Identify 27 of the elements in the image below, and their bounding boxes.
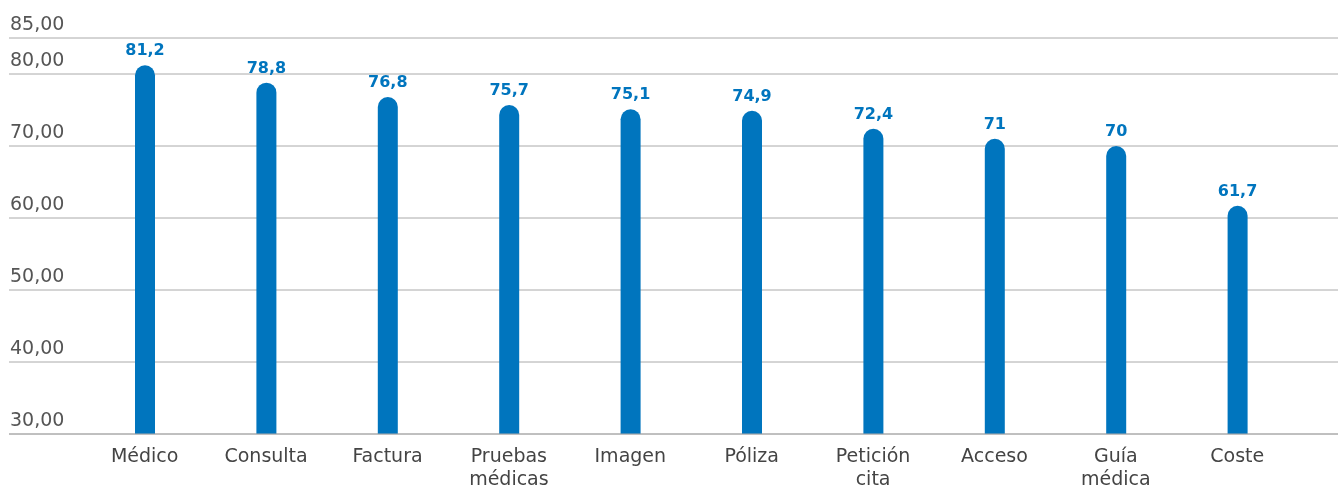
x-tick-label: Imagen bbox=[594, 444, 667, 466]
x-tick-label: Póliza bbox=[724, 444, 779, 466]
y-tick-label: 50,00 bbox=[10, 264, 65, 286]
y-tick-label: 70,00 bbox=[10, 120, 65, 142]
x-tick-label: Factura bbox=[352, 444, 423, 466]
data-label: 75,1 bbox=[610, 84, 651, 104]
data-label: 81,2 bbox=[125, 40, 165, 60]
y-tick-label: 60,00 bbox=[10, 192, 65, 214]
x-tick-label: Pruebas médicas bbox=[469, 444, 549, 486]
data-label: 75,7 bbox=[489, 79, 529, 99]
x-tick-label: Coste bbox=[1210, 444, 1265, 466]
y-tick-label: 80,00 bbox=[10, 48, 65, 70]
x-tick-label: Médico bbox=[110, 444, 179, 466]
data-label: 72,4 bbox=[853, 103, 894, 123]
x-tick-label: Consulta bbox=[224, 444, 308, 466]
x-tick-label: Petición cita bbox=[835, 444, 911, 486]
x-tick-label: Acceso bbox=[961, 444, 1028, 466]
data-label: 74,9 bbox=[732, 85, 772, 105]
data-label: 71 bbox=[983, 113, 1006, 133]
data-label: 76,8 bbox=[368, 72, 408, 92]
data-label: 61,7 bbox=[1217, 180, 1258, 200]
x-tick-label: Guía médica bbox=[1081, 444, 1151, 486]
y-tick-label: 30,00 bbox=[10, 408, 65, 430]
y-tick-label: 40,00 bbox=[10, 336, 65, 358]
data-label: 78,8 bbox=[246, 57, 287, 77]
y-tick-label: 85,00 bbox=[10, 12, 65, 34]
data-label: 70 bbox=[1105, 121, 1128, 140]
